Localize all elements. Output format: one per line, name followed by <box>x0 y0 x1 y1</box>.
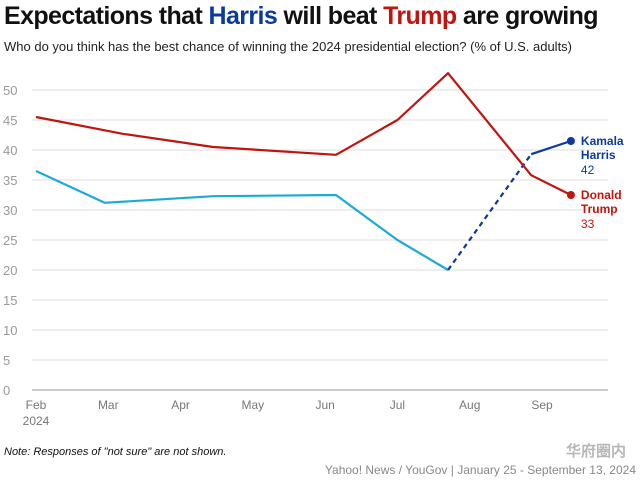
donald-trump-end-value: 33 <box>581 217 595 231</box>
y-tick-label-45: 45 <box>3 113 17 128</box>
y-tick-label-35: 35 <box>3 173 17 188</box>
x-tick-label-mar: Mar <box>98 398 119 412</box>
footnote: Note: Responses of "not sure" are not sh… <box>4 446 227 458</box>
x-tick-label-jun: Jun <box>315 398 334 412</box>
title-part2: will beat <box>277 2 384 30</box>
kamala-harris-label-line1: Kamala <box>581 134 624 148</box>
donald-trump-label-line1: Donald <box>581 188 622 202</box>
x-tick-sublabel-feb: 2024 <box>23 414 50 428</box>
donald-trump-label-line2: Trump <box>581 202 618 216</box>
donald-trump-line <box>35 72 572 196</box>
chart-title: Expectations that Harris will beat Trump… <box>4 2 599 31</box>
kamala-harris-end-dot <box>566 137 575 145</box>
title-harris: Harris <box>208 2 278 30</box>
kamala-harris-label-line2: Harris <box>581 148 616 162</box>
y-tick-label-0: 0 <box>3 383 10 398</box>
y-tick-label-50: 50 <box>3 83 17 98</box>
line-chart: 0 5 10 15 20 25 30 35 40 45 50 Feb 2024 Mar Apr May Jun J… <box>3 72 624 428</box>
x-tick-label-apr: Apr <box>171 398 190 412</box>
title-part1: Expectations that <box>4 2 209 30</box>
x-tick-label-feb: Feb <box>26 398 47 412</box>
donald-trump-end-dot <box>566 191 575 199</box>
source-credit: Yahoo! News / YouGov | January 25 - Sept… <box>324 463 636 477</box>
y-tick-label-25: 25 <box>3 233 17 248</box>
y-tick-label-15: 15 <box>3 293 17 308</box>
y-tick-label-20: 20 <box>3 263 17 278</box>
y-tick-label-30: 30 <box>3 203 17 218</box>
chart-subtitle: Who do you think has the best chance of … <box>4 39 573 54</box>
kamala-harris-recent-line <box>530 139 572 156</box>
kamala-harris-line <box>35 170 449 271</box>
y-tick-label-5: 5 <box>3 353 10 368</box>
x-tick-label-jul: Jul <box>390 398 405 412</box>
kamala-harris-end-value: 42 <box>581 163 595 177</box>
kamala-harris-dashed-segment <box>447 153 533 271</box>
watermark: 华府圈内 <box>565 443 626 460</box>
y-tick-label-10: 10 <box>3 323 17 338</box>
x-tick-label-sep: Sep <box>531 398 553 412</box>
x-tick-label-may: May <box>242 398 265 412</box>
title-trump: Trump <box>383 2 457 30</box>
title-part3: are growing <box>456 2 599 30</box>
x-tick-label-aug: Aug <box>459 398 480 412</box>
y-tick-label-40: 40 <box>3 143 17 158</box>
